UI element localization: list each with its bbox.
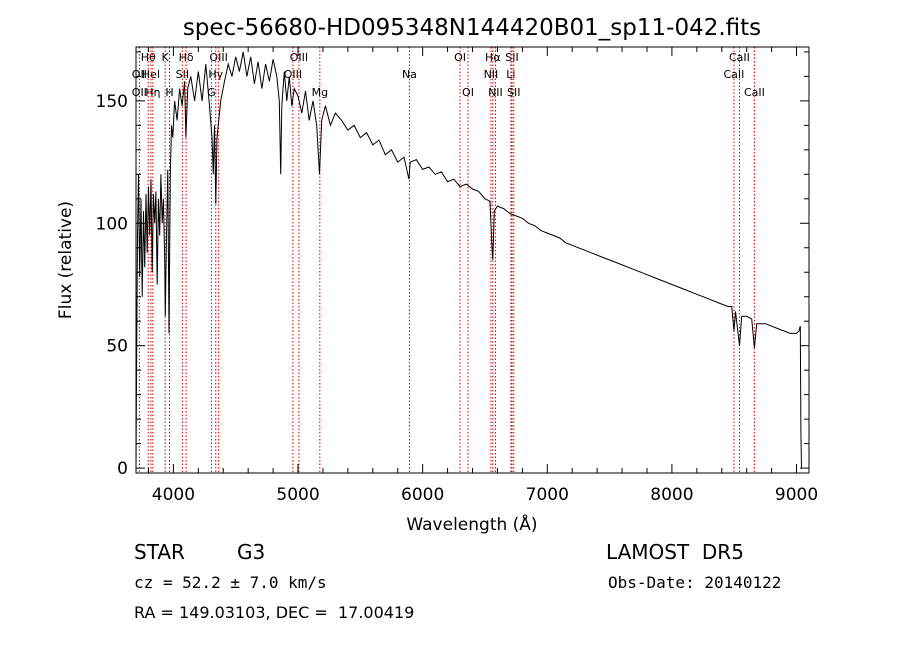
spectral-line-label: Hδ: [179, 51, 194, 64]
x-tick-label: 9000: [775, 485, 818, 505]
spectral-line-label: NII: [484, 68, 499, 81]
y-tick-label: 0: [117, 459, 128, 479]
spectral-line-label: Mg: [312, 86, 328, 99]
y-axis: 0 50 100 150: [96, 51, 809, 479]
spectral-line-label: NII: [488, 86, 503, 99]
x-axis-label: Wavelength (Å): [406, 513, 537, 535]
spectral-line-label: OIII: [209, 51, 227, 64]
x-tick-label: 6000: [401, 485, 444, 505]
spectrum-line: [135, 51, 802, 469]
spectral-line-label: Li: [506, 68, 515, 81]
spectral-line-label: CaII: [724, 68, 745, 81]
redshift-cz: cz = 52.2 ± 7.0 km/s: [134, 573, 327, 592]
spectral-line-label: SII: [507, 86, 520, 99]
spectral-line-label: HeI: [142, 68, 160, 81]
spectral-line-label: SII: [505, 51, 518, 64]
spectral-line-label: G: [207, 86, 216, 99]
x-tick-label: 7000: [526, 485, 569, 505]
plot-frame: [135, 46, 810, 474]
y-axis-label: Flux (relative): [56, 201, 76, 319]
spectral-line-label: OIII: [290, 51, 308, 64]
y-tick-label: 50: [106, 337, 128, 357]
spectral-line-label: SII: [176, 68, 189, 81]
y-tick-label: 100: [96, 214, 128, 234]
spectral-line-label: OI: [454, 51, 466, 64]
y-tick-label: 150: [96, 92, 128, 112]
obs-date: Obs-Date: 20140122: [608, 573, 782, 592]
x-tick-label: 8000: [650, 485, 693, 505]
x-tick-label: 4000: [152, 485, 195, 505]
survey-label: LAMOST DR5: [606, 540, 744, 564]
x-axis: 4000 5000 6000 7000 8000 9000: [147, 47, 818, 505]
coordinates: RA = 149.03103, DEC = 17.00419: [134, 603, 415, 622]
x-tick-label: 5000: [276, 485, 319, 505]
spectral-line-label: Hγ: [208, 68, 223, 81]
chart-title: spec-56680-HD095348N144420B01_sp11-042.f…: [183, 15, 761, 41]
spectral-line-label: Na: [402, 68, 417, 81]
spectral-line-label: H: [165, 86, 173, 99]
spectral-line-label: OIII: [284, 68, 302, 81]
spectral-line-label: Hη: [145, 86, 160, 99]
spectral-line-label: Hα: [485, 51, 501, 64]
spectral-line-label: K: [162, 51, 170, 64]
subclass: G3: [237, 540, 266, 564]
spectral-line-label: Hθ: [141, 51, 156, 64]
spectral-line-label: OI: [462, 86, 474, 99]
object-class: STAR: [134, 540, 185, 564]
spectral-line-label: CaII: [744, 86, 765, 99]
spectral-line-label: CaII: [729, 51, 750, 64]
